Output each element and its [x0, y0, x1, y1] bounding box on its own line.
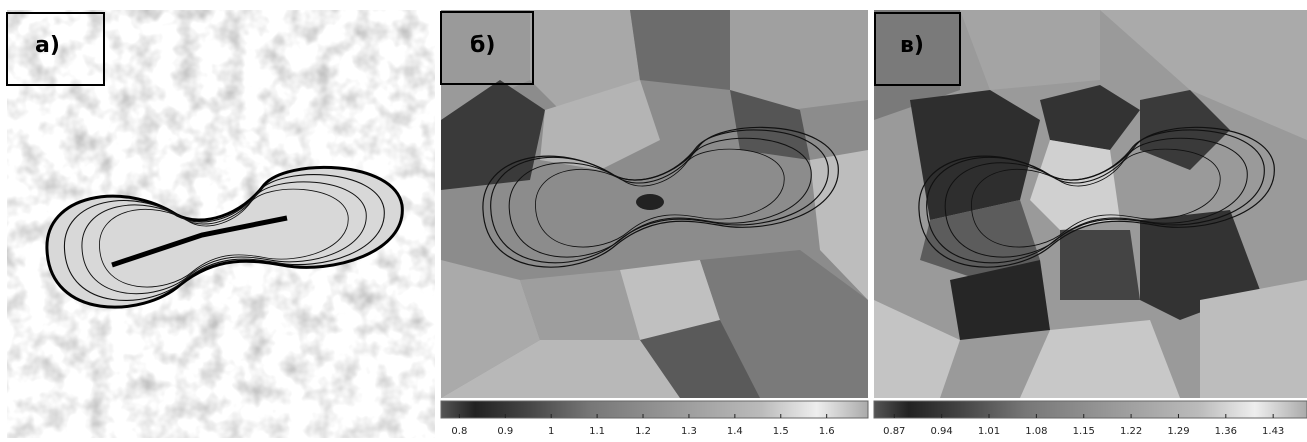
colorbar-tick-label: 1.3 — [681, 426, 697, 437]
panel-b-image — [441, 10, 868, 398]
colorbar-tick-label: 1.36 — [1215, 426, 1237, 437]
colorbar-tick-label: 1.1 — [589, 426, 605, 437]
colorbar-tick-label: 1.15 — [1073, 426, 1095, 437]
panel-label: б) — [470, 33, 495, 58]
colorbar-tick-label: 0.8 — [451, 426, 467, 437]
panel-a-image — [7, 10, 435, 438]
colorbar-tick-label: 1.29 — [1167, 426, 1189, 437]
figure: а) б) — [0, 0, 1307, 438]
colorbar-tick-label: 1.2 — [635, 426, 651, 437]
panel-label: в) — [900, 33, 924, 58]
panel-label: а) — [35, 33, 60, 58]
colorbar-tick-label: 1.22 — [1120, 426, 1142, 437]
colorbar-tick-label: 1.08 — [1025, 426, 1047, 437]
colorbar-tick-label: 0.9 — [497, 426, 513, 437]
colorbar-tick-label: 1.43 — [1262, 426, 1284, 437]
panel-c-image — [874, 10, 1307, 398]
colorbar — [874, 401, 1307, 418]
colorbar-tick-label: 1.4 — [727, 426, 743, 437]
colorbar-tick-label: 1.6 — [819, 426, 835, 437]
colorbar-tick-label: 0.94 — [931, 426, 953, 437]
colorbar-tick-label: 0.87 — [883, 426, 905, 437]
colorbar-tick-label: 1.01 — [978, 426, 1000, 437]
colorbar-tick-label: 1.5 — [773, 426, 789, 437]
colorbar-tick-label: 1 — [548, 426, 554, 437]
